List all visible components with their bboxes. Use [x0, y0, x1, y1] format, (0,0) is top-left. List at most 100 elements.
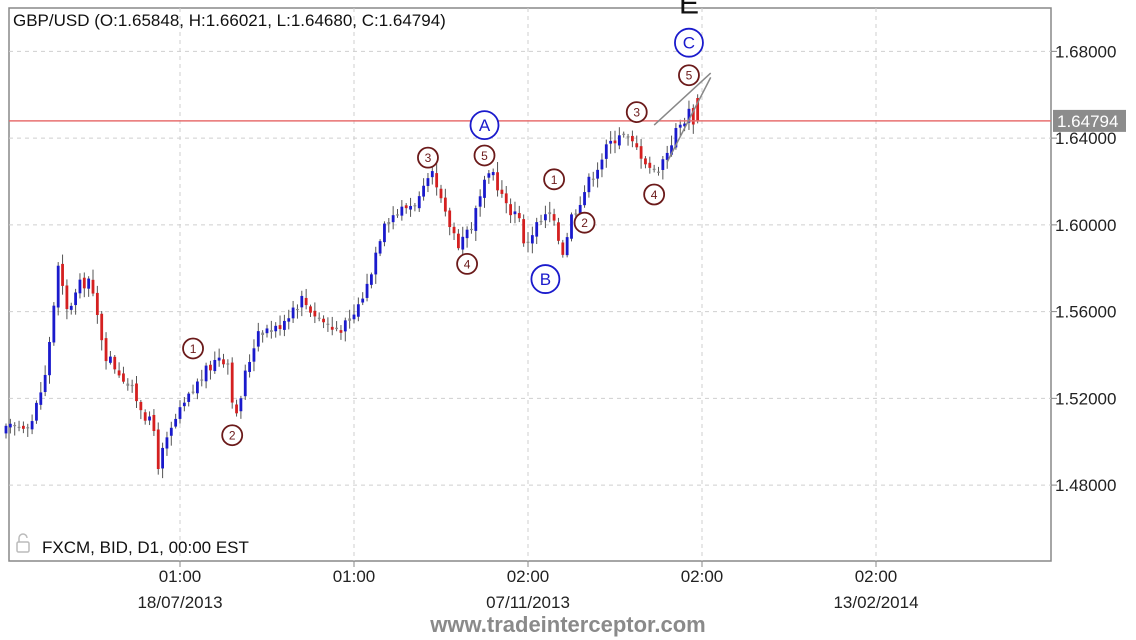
- candle-body: [609, 140, 613, 144]
- candle-body: [504, 193, 508, 204]
- candle-body: [500, 189, 504, 194]
- wave-circle: [674, 27, 704, 58]
- candle: [143, 409, 147, 425]
- candle-body: [174, 418, 178, 427]
- candle-body: [248, 361, 251, 372]
- candle: [74, 288, 77, 315]
- candle: [174, 413, 178, 429]
- candle-body: [30, 421, 34, 430]
- candle: [470, 222, 473, 234]
- candle-body: [261, 332, 265, 335]
- candle: [604, 139, 608, 168]
- candle-body: [604, 144, 608, 159]
- candle-body: [491, 172, 495, 176]
- ohlc-header: GBP/USD (O:1.65848, H:1.66021, L:1.64680…: [13, 11, 446, 30]
- wedge-line: [666, 77, 712, 163]
- candle: [304, 288, 308, 310]
- candle: [230, 357, 234, 409]
- candle-body: [591, 178, 595, 180]
- candle: [374, 246, 378, 284]
- candle-body: [126, 383, 130, 386]
- candle: [78, 273, 82, 299]
- candle-body: [230, 362, 234, 403]
- candle: [570, 212, 573, 242]
- candle: [109, 350, 112, 365]
- candle-body: [548, 212, 552, 215]
- candle-body: [152, 414, 156, 432]
- price-tick-label: 1.52000: [1055, 389, 1116, 408]
- candle-body: [448, 210, 452, 228]
- candle-body: [109, 356, 112, 363]
- candle-body: [8, 423, 12, 428]
- candle: [343, 317, 347, 342]
- candle-body: [478, 196, 482, 207]
- candle: [474, 205, 478, 241]
- wave-circle: [573, 211, 596, 234]
- candle: [596, 162, 599, 188]
- candle: [139, 399, 143, 420]
- candle-body: [417, 196, 421, 209]
- candle: [113, 354, 117, 374]
- candle: [165, 431, 169, 456]
- candle-body: [430, 171, 434, 178]
- candle-body: [187, 393, 191, 402]
- candle: [613, 130, 617, 154]
- candle-body: [74, 292, 77, 306]
- candle-body: [317, 317, 321, 319]
- candle: [478, 189, 482, 217]
- candle-body: [326, 323, 330, 325]
- candle-body: [178, 407, 182, 419]
- wave-label-small: 1: [182, 337, 204, 360]
- candle-body: [278, 325, 282, 329]
- wave-label-text: A: [479, 116, 491, 135]
- candle: [648, 156, 652, 174]
- candle-body: [339, 330, 343, 333]
- candle-body: [13, 424, 17, 427]
- candle: [148, 411, 151, 426]
- candle: [87, 276, 91, 297]
- candle: [252, 339, 256, 372]
- candle-body: [78, 279, 82, 294]
- candle-body: [313, 310, 317, 317]
- candle: [439, 184, 443, 203]
- candle-body: [435, 173, 439, 188]
- wave-label-small: 1: [543, 168, 565, 191]
- wave-circle: [625, 101, 648, 123]
- candle: [309, 304, 312, 317]
- candle: [278, 315, 282, 336]
- candle-body: [583, 192, 586, 206]
- candle-body: [95, 292, 99, 315]
- candle-body: [304, 297, 308, 306]
- time-tick-label: 01:00: [159, 567, 202, 586]
- candle: [217, 348, 221, 367]
- candle-body: [182, 402, 186, 407]
- candle-body: [404, 205, 408, 209]
- candle: [161, 442, 164, 479]
- current-price-label: 1.64794: [1057, 112, 1118, 131]
- candle-body: [82, 277, 86, 289]
- candle-body: [335, 327, 338, 330]
- candle-body: [652, 168, 656, 171]
- candle-body: [400, 206, 404, 216]
- candle: [322, 315, 325, 329]
- wave-circle: [456, 252, 479, 275]
- candle: [8, 418, 12, 434]
- candle: [361, 292, 365, 306]
- candle-body: [509, 204, 512, 216]
- candle-body: [217, 357, 221, 361]
- candle: [117, 362, 121, 378]
- candle: [587, 173, 591, 198]
- candle-body: [570, 214, 573, 239]
- candle-body: [252, 348, 256, 362]
- candle-body: [574, 213, 578, 215]
- wave-circle: [182, 337, 204, 360]
- candle-body: [513, 211, 517, 215]
- candle: [52, 302, 56, 346]
- candle-body: [422, 185, 425, 197]
- watermark: www.tradeinterceptor.com: [429, 612, 705, 637]
- candle-body: [378, 241, 382, 254]
- candle-body: [352, 314, 356, 320]
- candle-body: [461, 236, 465, 250]
- candle-body: [139, 401, 143, 411]
- candle: [135, 375, 138, 408]
